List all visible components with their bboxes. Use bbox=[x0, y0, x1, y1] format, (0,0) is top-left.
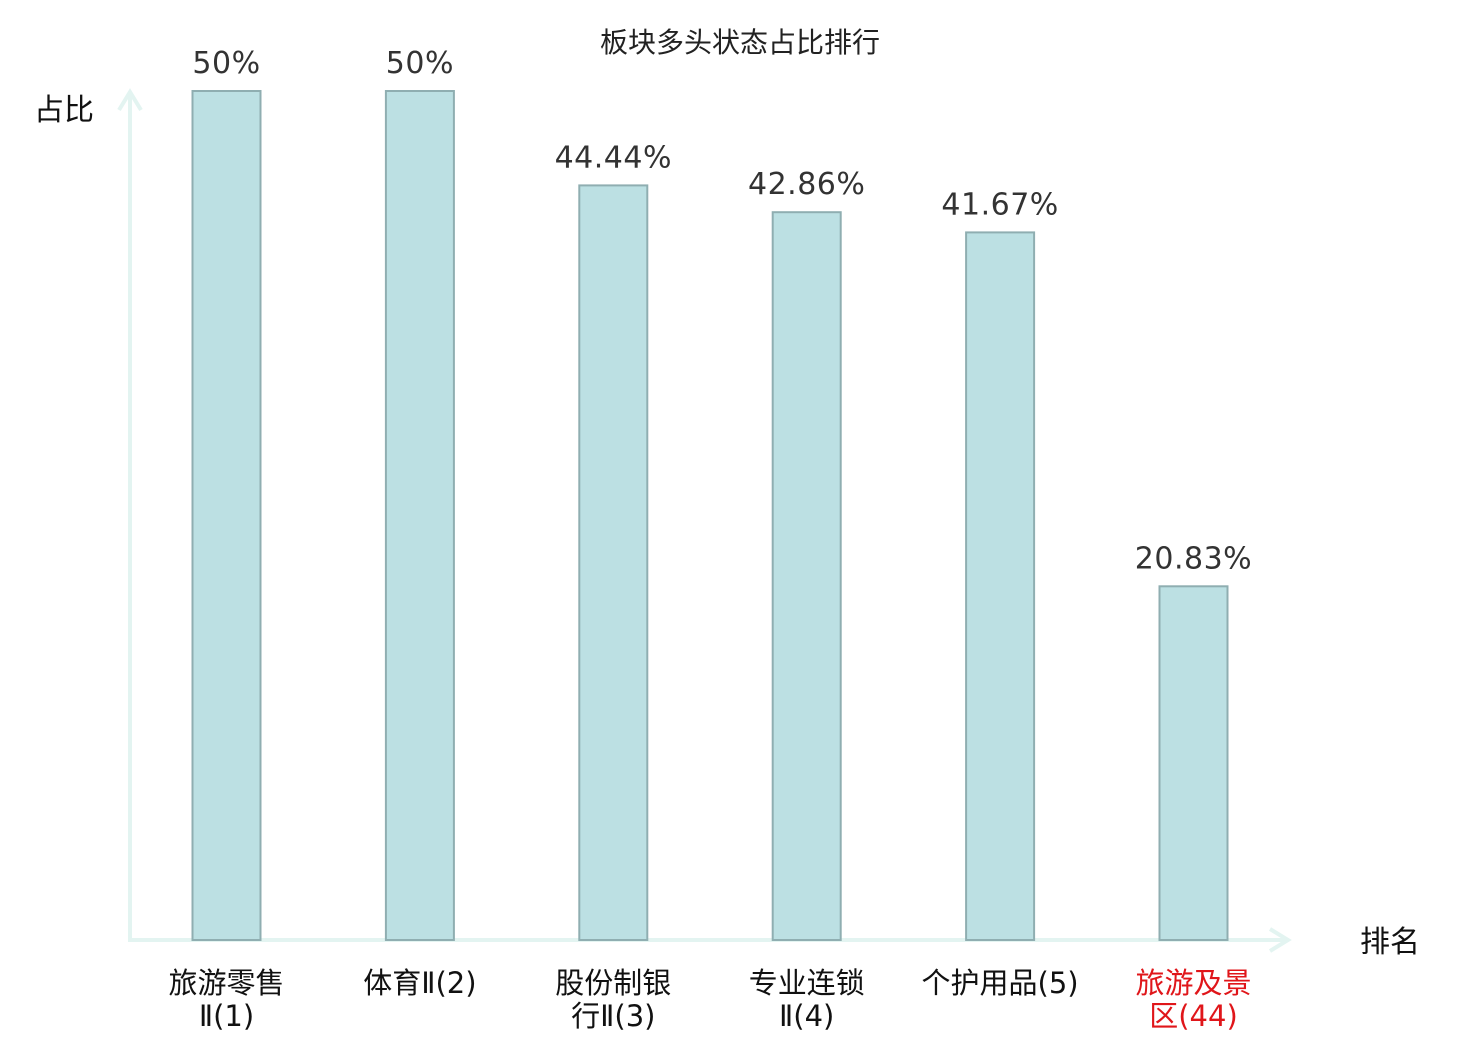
chart-title: 板块多头状态占比排行 bbox=[600, 26, 880, 59]
category-label-6: 旅游及景区(44) bbox=[1135, 966, 1251, 1033]
category-labels-group: 旅游零售 Ⅱ(1) 体育Ⅱ(2) 股份制银行Ⅱ(3) 专业连锁 Ⅱ(4) 个护用品(5) 旅游… bbox=[168, 966, 1251, 1033]
category-label-1: 旅游零售 Ⅱ(1) bbox=[168, 966, 284, 1033]
category-label-line: 个护用品(5) bbox=[922, 966, 1079, 1000]
value-label-4: 42.86% bbox=[748, 167, 865, 202]
bar-3 bbox=[578, 184, 649, 941]
bar-1 bbox=[191, 90, 262, 941]
bar-2 bbox=[384, 90, 455, 941]
category-label-line: 区(44) bbox=[1149, 999, 1238, 1033]
category-label-line: 旅游零售 bbox=[168, 966, 284, 1000]
value-label-5: 41.67% bbox=[941, 187, 1058, 222]
x-axis-arrow-icon bbox=[1268, 927, 1292, 953]
category-label-3: 股份制银行Ⅱ(3) bbox=[555, 966, 671, 1033]
value-label-3: 44.44% bbox=[555, 140, 672, 175]
category-label-line: Ⅱ(4) bbox=[779, 999, 834, 1033]
category-label-5: 个护用品(5) bbox=[922, 966, 1079, 1000]
bars-group bbox=[191, 90, 1229, 941]
value-label-1: 50% bbox=[192, 46, 260, 81]
category-label-line: Ⅱ(1) bbox=[199, 999, 254, 1033]
category-label-line: 体育Ⅱ(2) bbox=[363, 966, 476, 1000]
y-axis-title: 占比 bbox=[34, 93, 94, 128]
category-label-line: 专业连锁 bbox=[749, 966, 865, 1000]
category-label-line: 行Ⅱ(3) bbox=[571, 999, 655, 1033]
bar-4 bbox=[771, 211, 842, 941]
bar-5 bbox=[965, 231, 1036, 941]
value-label-2: 50% bbox=[386, 46, 454, 81]
category-label-line: 旅游及景 bbox=[1135, 966, 1251, 1000]
category-label-4: 专业连锁 Ⅱ(4) bbox=[749, 966, 865, 1033]
category-label-2: 体育Ⅱ(2) bbox=[363, 966, 476, 1000]
y-axis-arrow-icon bbox=[117, 88, 143, 112]
value-label-6: 20.83% bbox=[1135, 541, 1252, 576]
value-labels-group: 50% 50% 44.44% 42.86% 41.67% 20.83% bbox=[192, 46, 1252, 576]
x-axis-title: 排名 bbox=[1360, 925, 1420, 960]
category-label-line: 股份制银 bbox=[555, 966, 671, 1000]
bar-6 bbox=[1158, 585, 1229, 941]
